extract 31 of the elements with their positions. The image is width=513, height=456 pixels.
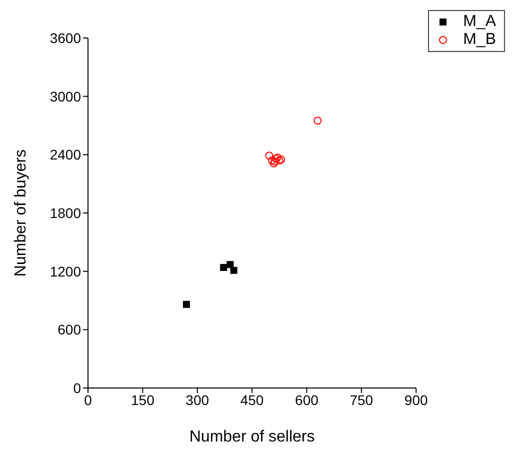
- point: [270, 159, 278, 168]
- x-axis-title: Number of sellers: [189, 428, 315, 446]
- point: [182, 300, 190, 308]
- x-tick-label: 0: [84, 392, 92, 408]
- y-tick-label: 1800: [50, 204, 82, 221]
- x-tick-label: 750: [350, 392, 374, 408]
- legend-label: M_B: [463, 31, 496, 49]
- legend-label: M_A: [463, 13, 496, 31]
- x-tick-label: 150: [131, 392, 155, 408]
- point: [270, 157, 279, 166]
- y-tick-label: 2400: [50, 146, 82, 163]
- y-tick-label: 3000: [50, 88, 82, 104]
- point: [226, 261, 234, 268]
- y-tick-label: 600: [58, 322, 82, 338]
- y-tick-label: 0: [73, 380, 82, 396]
- point: [275, 156, 284, 164]
- point: [277, 156, 286, 164]
- point: [314, 116, 322, 125]
- point: [274, 154, 282, 162]
- point: [220, 264, 228, 271]
- y-axis-title: Number of buyers: [12, 149, 30, 277]
- point: [265, 152, 274, 160]
- y-tick-label: 3600: [50, 30, 82, 46]
- y-tick-label: 1200: [50, 263, 82, 280]
- point: [230, 266, 238, 274]
- x-tick-label: 300: [186, 392, 210, 408]
- point: [272, 154, 280, 163]
- x-tick-label: 900: [404, 392, 428, 408]
- point: [268, 156, 276, 164]
- x-tick-label: 600: [295, 392, 319, 408]
- x-tick-label: 450: [240, 392, 264, 408]
